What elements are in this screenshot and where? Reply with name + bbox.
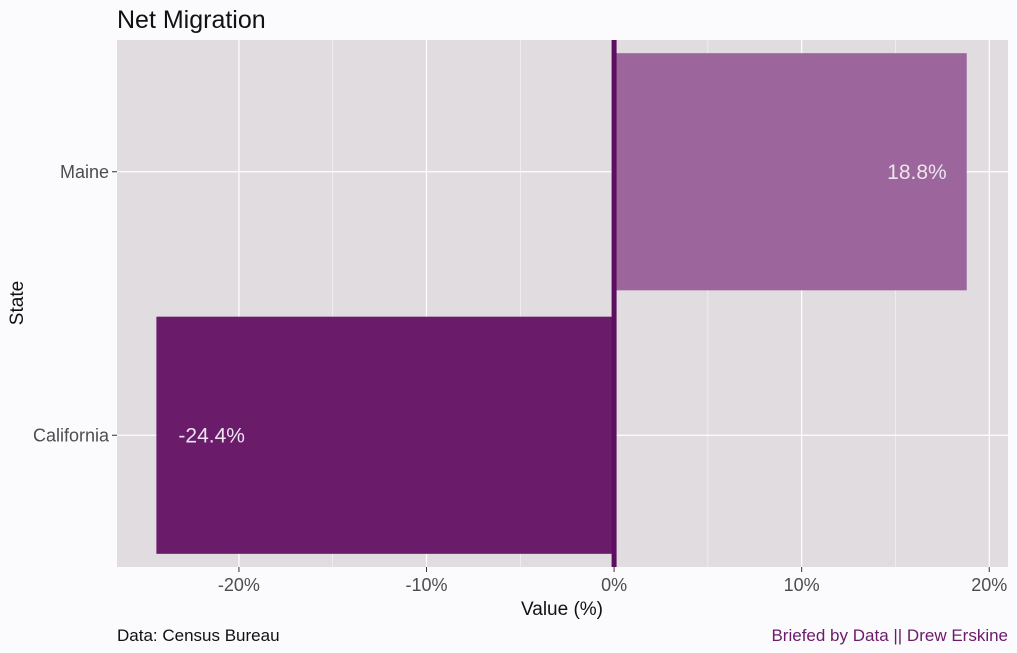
x-axis-title: Value (%) bbox=[521, 599, 603, 620]
bar-maine bbox=[614, 53, 967, 291]
x-axis: -20% -10% 0% 10% 20% bbox=[218, 567, 1007, 595]
bar-value-label: -24.4% bbox=[178, 424, 245, 447]
x-tick-label: -20% bbox=[218, 575, 260, 595]
credit-caption: Briefed by Data || Drew Erskine bbox=[771, 626, 1008, 645]
source-caption: Data: Census Bureau bbox=[117, 626, 280, 645]
x-tick-label: 0% bbox=[601, 575, 627, 595]
y-tick-label: Maine bbox=[60, 162, 109, 182]
x-tick-label: 20% bbox=[971, 575, 1007, 595]
x-tick-label: 10% bbox=[784, 575, 820, 595]
y-tick-label: California bbox=[33, 425, 110, 445]
bar-california bbox=[156, 316, 615, 554]
y-axis-title: State bbox=[7, 281, 28, 325]
bar-value-label: 18.8% bbox=[887, 161, 947, 184]
y-axis: Maine California bbox=[33, 162, 117, 445]
bars-group bbox=[156, 53, 967, 554]
bar-labels-group: 18.8% -24.4% bbox=[178, 161, 946, 448]
chart-title: Net Migration bbox=[117, 6, 266, 34]
x-tick-label: -10% bbox=[405, 575, 447, 595]
